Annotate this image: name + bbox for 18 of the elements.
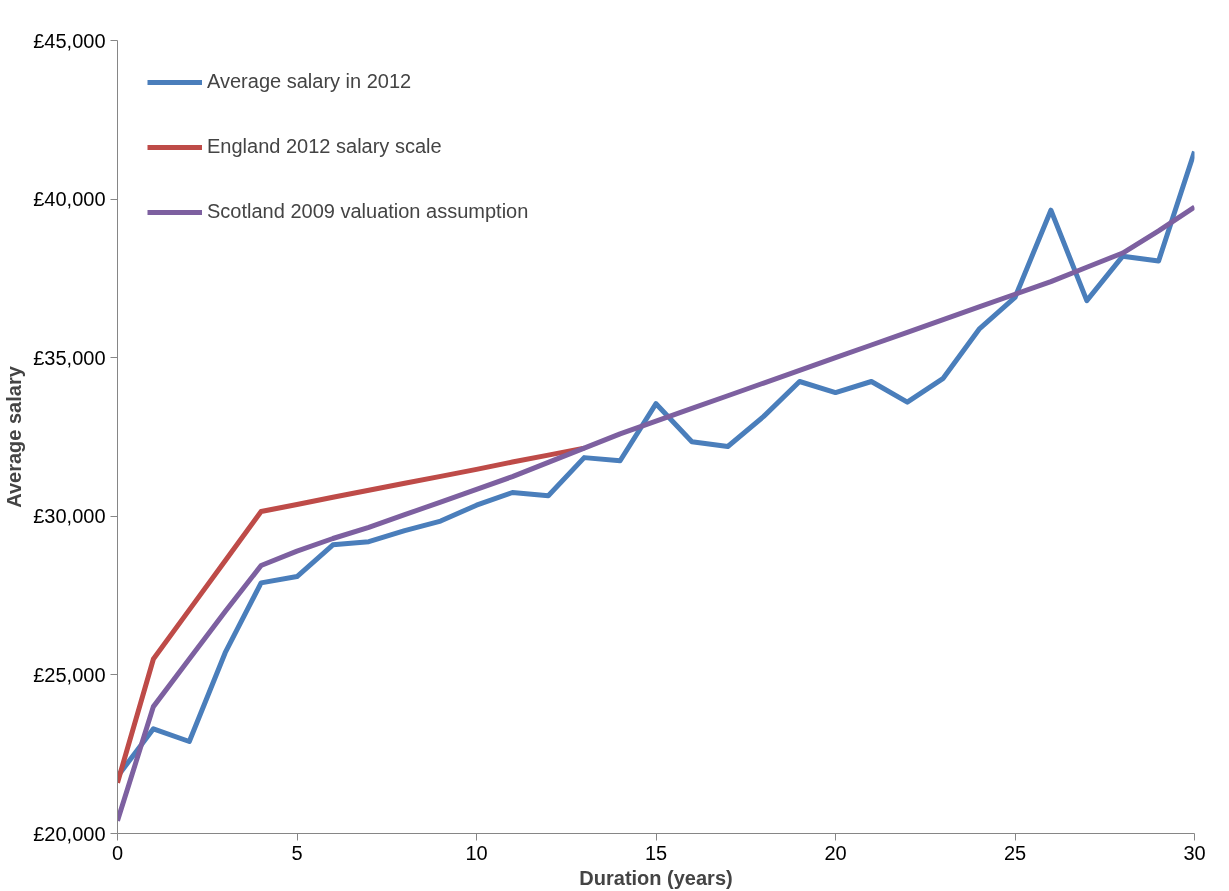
y-tick-label: £20,000: [33, 822, 106, 845]
x-tick-label: 5: [291, 841, 303, 864]
x-tick-label: 20: [824, 841, 847, 864]
x-tick-label: 30: [1183, 841, 1206, 864]
y-tick-label: £40,000: [33, 188, 106, 211]
x-axis-title: Duration (years): [579, 866, 733, 889]
y-axis-title: Average salary: [3, 365, 26, 508]
y-tick-label: £30,000: [33, 505, 106, 528]
x-tick-label: 25: [1003, 841, 1027, 864]
legend-label: Average salary in 2012: [207, 70, 412, 93]
legend-label: England 2012 salary scale: [207, 135, 442, 158]
x-tick-label: 10: [465, 841, 488, 864]
y-tick-label: £45,000: [33, 29, 106, 52]
y-tick-label: £35,000: [33, 346, 106, 369]
legend-label: Scotland 2009 valuation assumption: [207, 200, 529, 223]
x-tick-label: 15: [644, 841, 668, 864]
x-tick-label: 0: [111, 841, 124, 864]
y-tick-label: £25,000: [33, 663, 106, 686]
